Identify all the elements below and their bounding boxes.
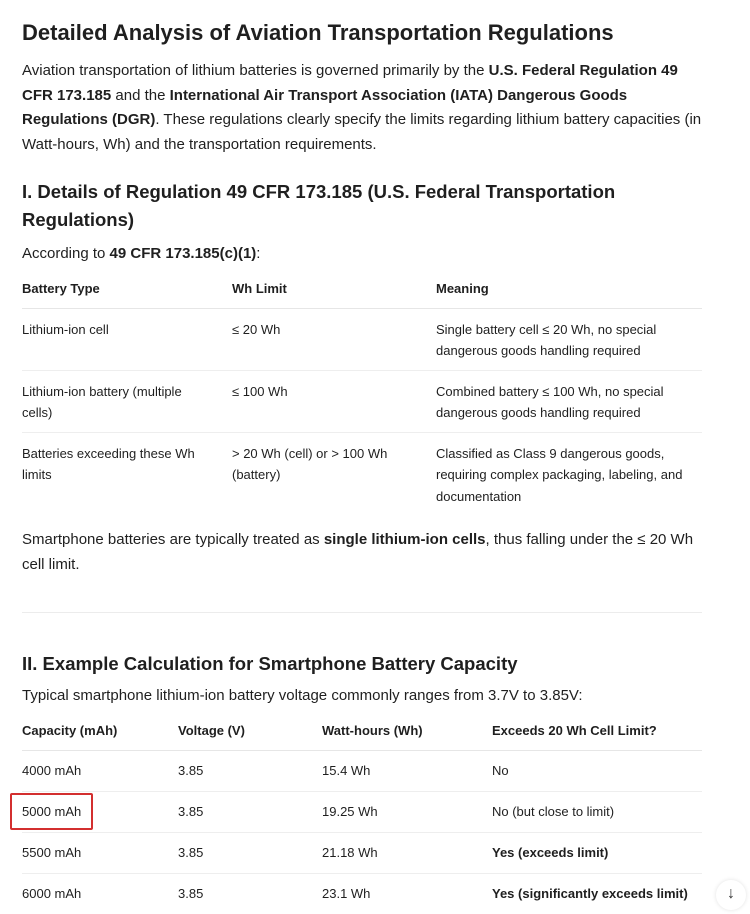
table-row: 5000 mAh 3.85 19.25 Wh No (but close to … (10, 791, 702, 833)
table-cell: 5000 mAh (10, 791, 178, 833)
table-cell: Lithium-ion battery (multiple cells) (22, 370, 232, 433)
table-row: 4000 mAh 3.85 15.4 Wh No (22, 750, 702, 792)
table-cell: No (but close to limit) (492, 791, 702, 833)
regulation-table: Battery Type Wh Limit Meaning Lithium-io… (22, 272, 702, 516)
column-header: Battery Type (22, 272, 232, 309)
column-header: Voltage (V) (178, 714, 322, 751)
column-header: Watt-hours (Wh) (322, 714, 492, 751)
intro-paragraph: Aviation transportation of lithium batte… (22, 59, 706, 157)
table-cell: 19.25 Wh (322, 791, 492, 833)
table-cell: Yes (exceeds limit) (492, 832, 702, 874)
table-row: Lithium-ion cell ≤ 20 Wh Single battery … (22, 308, 702, 371)
table-cell: 5500 mAh (22, 832, 178, 874)
calculation-table: Capacity (mAh) Voltage (V) Watt-hours (W… (10, 714, 702, 914)
column-header: Capacity (mAh) (22, 714, 178, 751)
table-cell: Classified as Class 9 dangerous goods, r… (436, 445, 683, 504)
table-cell: 6000 mAh (22, 885, 82, 901)
section-1-lead: According to 49 CFR 173.185(c)(1): (22, 242, 706, 267)
text: Smartphone batteries are typically treat… (22, 531, 324, 548)
table-row: 5500 mAh 3.85 21.18 Wh Yes (exceeds limi… (22, 832, 702, 874)
table-cell: 3.85 (178, 832, 322, 874)
table-cell: 15.4 Wh (322, 750, 492, 792)
bold-text: 49 CFR 173.185(c)(1) (109, 245, 257, 262)
text: . These regulations clearly specify the … (22, 111, 702, 153)
arrow-down-icon: ↓ (727, 885, 735, 902)
scroll-down-button[interactable]: ↓ (716, 880, 746, 910)
table-cell: > 20 Wh (cell) or > 100 Wh (battery) (232, 445, 388, 483)
table-cell: Yes (significantly exceeds limit) (492, 885, 688, 901)
table-cell: ≤ 20 Wh (232, 308, 436, 371)
column-header: Exceeds 20 Wh Cell Limit? (492, 714, 702, 751)
section-2-lead: Typical smartphone lithium-ion battery v… (22, 687, 583, 704)
bold-text: U.S. Federal Regulation 49 CFR 173.185 (22, 62, 678, 104)
table-cell: 3.85 (178, 885, 204, 901)
smartphone-note: Smartphone batteries are typically treat… (22, 528, 706, 577)
table-cell: Batteries exceeding these Wh limits (22, 445, 195, 483)
table-cell: Combined battery ≤ 100 Wh, no special da… (436, 370, 702, 433)
section-1-heading: I. Details of Regulation 49 CFR 173.185 … (22, 181, 616, 230)
column-header: Wh Limit (232, 272, 436, 309)
table-cell: 23.1 Wh (322, 885, 371, 901)
text: Aviation transportation of lithium batte… (22, 62, 489, 79)
table-cell: No (492, 750, 702, 792)
text: and the (111, 86, 170, 104)
table-row: 6000 mAh 3.85 23.1 Wh Yes (significantly… (22, 873, 702, 914)
highlighted-cell: 5000 mAh (10, 792, 94, 831)
section-2-heading: II. Example Calculation for Smartphone B… (22, 653, 518, 674)
column-header: Meaning (436, 272, 702, 309)
text: According to (22, 245, 110, 262)
table-cell: Single battery cell ≤ 20 Wh, no special … (436, 308, 702, 371)
divider (22, 612, 702, 613)
bold-text: International Air Transport Association … (22, 86, 628, 129)
page-title: Detailed Analysis of Aviation Transporta… (22, 20, 614, 45)
table-cell: Lithium-ion cell (22, 308, 232, 371)
text: , thus falling under the ≤ 20 Wh cell li… (22, 531, 694, 573)
text: : (256, 245, 261, 262)
table-cell: 4000 mAh (22, 750, 178, 792)
table-cell: 3.85 (178, 750, 322, 792)
table-header-row: Battery Type Wh Limit Meaning (22, 272, 702, 309)
table-header-row: Capacity (mAh) Voltage (V) Watt-hours (W… (22, 714, 702, 751)
table-cell: ≤ 100 Wh (232, 370, 436, 433)
table-row: Lithium-ion battery (multiple cells) ≤ 1… (22, 370, 702, 433)
table-cell: 21.18 Wh (322, 832, 492, 874)
table-row: Batteries exceeding these Wh limits > 20… (22, 432, 702, 515)
table-cell: 3.85 (178, 791, 322, 833)
bold-text: single lithium-ion cells (323, 531, 486, 548)
document: Detailed Analysis of Aviation Transporta… (10, 0, 706, 914)
